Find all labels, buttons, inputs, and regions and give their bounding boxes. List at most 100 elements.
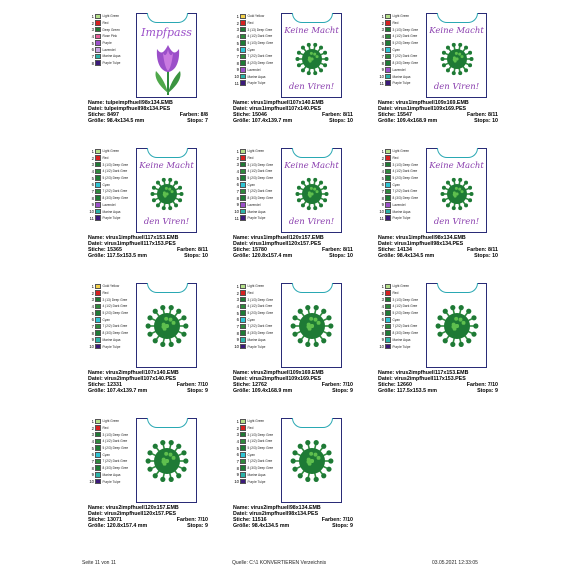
thread-name: Red <box>247 156 254 161</box>
stitch-count: Stiche: 12762 <box>233 382 267 388</box>
legend-number: 7 <box>91 188 94 194</box>
legend-row: 4 4 (1/2) Dark Gree <box>378 303 428 310</box>
legend-row: 6 Lavendel <box>88 46 138 53</box>
thread-name: Marine Aqua <box>247 74 266 79</box>
stop-count: Stops: 9 <box>187 388 208 394</box>
legend-number: 3 <box>236 297 239 303</box>
size-value: 120.8x157.4 mm <box>106 523 148 530</box>
legend-row: 2 Red <box>378 20 428 27</box>
thread-name: 8 (3/3) Deep Gree <box>392 61 419 66</box>
color-count: Farben: 8/11 <box>322 247 353 253</box>
design-info: Name: virus1impfhuell107x140.EMB Datei: v… <box>233 100 353 124</box>
legend-number: 7 <box>236 458 239 464</box>
legend-row: 4 4 (1/2) Dark Gree <box>378 33 428 40</box>
thread-name: Marine Aqua <box>102 472 121 477</box>
thread-name: 5 (2/3) Deep Gree <box>247 176 274 181</box>
legend-number: 2 <box>381 155 384 161</box>
design-card: 1 Light Green 2 Red 3 3 (1/3) Deep Gree 4 4 (1/… <box>82 143 212 278</box>
thread-name: 5 (2/3) Deep Gree <box>102 446 129 451</box>
thread-name: Purple Tulpe <box>247 344 266 349</box>
name-label: Name: <box>88 370 105 376</box>
slogan-top: Keine Macht <box>284 26 339 36</box>
legend-number: 11 <box>379 215 384 221</box>
thread-swatch <box>95 155 101 161</box>
legend-row: 6 Cyan <box>378 181 428 188</box>
legend-number: 10 <box>234 344 239 350</box>
info-size-row: Größe: 98.4x134.5 mm Stops: 9 <box>233 523 353 529</box>
thread-name: 8 (3/3) Deep Gree <box>247 331 274 336</box>
thread-swatch <box>95 458 101 465</box>
legend-row: 2 Red <box>378 290 428 297</box>
thread-swatch <box>240 67 246 73</box>
stitches-label: Stiche: <box>88 247 106 254</box>
legend-number: 4 <box>381 33 384 39</box>
file-label: Datei: <box>233 106 248 113</box>
thread-name: 7 (2/2) Dark Gree <box>247 459 273 464</box>
thread-name: Light Green <box>102 14 120 19</box>
thread-name: Cyan <box>247 317 255 322</box>
thread-swatch <box>385 175 391 181</box>
color-count: Farben: 7/10 <box>177 517 208 523</box>
name-value: virus2impfhuell107x140.EMB <box>105 370 179 376</box>
legend-number: 6 <box>91 47 94 53</box>
legend-number: 9 <box>236 67 239 73</box>
color-count: Farben: 7/10 <box>322 382 353 388</box>
legend-number: 10 <box>234 479 239 485</box>
virus-icon <box>295 42 329 76</box>
legend-row: 8 8 (3/3) Deep Gree <box>88 195 138 202</box>
legend-row: 4 4 (1/2) Dark Gree <box>378 168 428 175</box>
thread-name: Marine Aqua <box>102 54 121 59</box>
thread-swatch <box>240 161 246 168</box>
legend-number: 6 <box>381 317 384 323</box>
info-size-row: Größe: 117.5x153.5 mm Stops: 10 <box>88 253 208 259</box>
thread-swatch <box>385 53 391 60</box>
legend-number: 1 <box>236 13 239 19</box>
thread-swatch <box>95 290 101 296</box>
legend-number: 11 <box>379 80 384 86</box>
design-file: Datei: virus2impfhuell98x134.PES <box>233 511 318 517</box>
thread-name: Purple Tulpe <box>392 344 411 349</box>
thread-name: 7 (2/2) Dark Gree <box>102 324 128 329</box>
legend-row: 8 8 (3/3) Deep Gree <box>378 330 428 337</box>
legend-number: 7 <box>381 323 384 329</box>
thread-color-legend: 1 Light Green 2 Red 3 3 (1/3) Deep Gree 4 4 (1/… <box>378 13 428 87</box>
stops-value: 10 <box>347 118 353 125</box>
colors-label: Farben: <box>177 247 197 254</box>
size-label: Größe: <box>378 253 396 260</box>
legend-row: 9 Lavendel <box>88 202 138 209</box>
legend-number: 3 <box>381 297 384 303</box>
file-label: Datei: <box>88 106 103 113</box>
thread-swatch <box>240 47 246 53</box>
thread-name: 8 (3/3) Deep Gree <box>247 466 274 471</box>
thread-name: Cyan <box>247 452 255 457</box>
size-label: Größe: <box>88 523 106 530</box>
stops-label: Stops: <box>329 253 346 260</box>
legend-row: 1 Gold Yellow <box>88 283 138 290</box>
design-file: Datei: tulpeimpfhuell98x134.PES <box>88 106 170 112</box>
colors-value: 7/10 <box>342 382 353 389</box>
stitch-count: Stiche: 12331 <box>88 382 122 388</box>
pouch-collar <box>147 147 188 158</box>
thread-name: Red <box>247 291 254 296</box>
thread-name: 7 (2/2) Dark Gree <box>392 189 418 194</box>
pouch-preview: Keine Macht den Viren! <box>281 147 342 233</box>
legend-number: 7 <box>381 53 384 59</box>
stitches-value: 11516 <box>252 517 267 524</box>
legend-row: 4 4 (1/2) Dark Gree <box>88 303 138 310</box>
file-value: virus1impfhuell107x140.PES <box>249 106 322 113</box>
legend-number: 8 <box>91 330 94 336</box>
info-file-row: Datei: virus1impfhuell107x140.PES <box>233 106 353 112</box>
legend-number: 1 <box>91 283 94 289</box>
file-value: virus2impfhuell117x153.PES <box>394 376 466 383</box>
thread-swatch <box>385 47 391 53</box>
legend-row: 4 Rose Pink <box>88 33 138 40</box>
thread-name: Purple Tulpe <box>392 81 411 86</box>
thread-swatch <box>385 343 391 350</box>
thread-swatch <box>240 296 246 303</box>
legend-row: 5 5 (2/3) Deep Gree <box>233 310 283 317</box>
thread-name: 4 (1/2) Dark Gree <box>247 304 273 309</box>
thread-name: 7 (2/2) Dark Gree <box>247 324 273 329</box>
legend-row: 3 Deep Green <box>88 26 138 33</box>
thread-swatch <box>240 431 246 438</box>
stitches-value: 15780 <box>252 247 267 254</box>
